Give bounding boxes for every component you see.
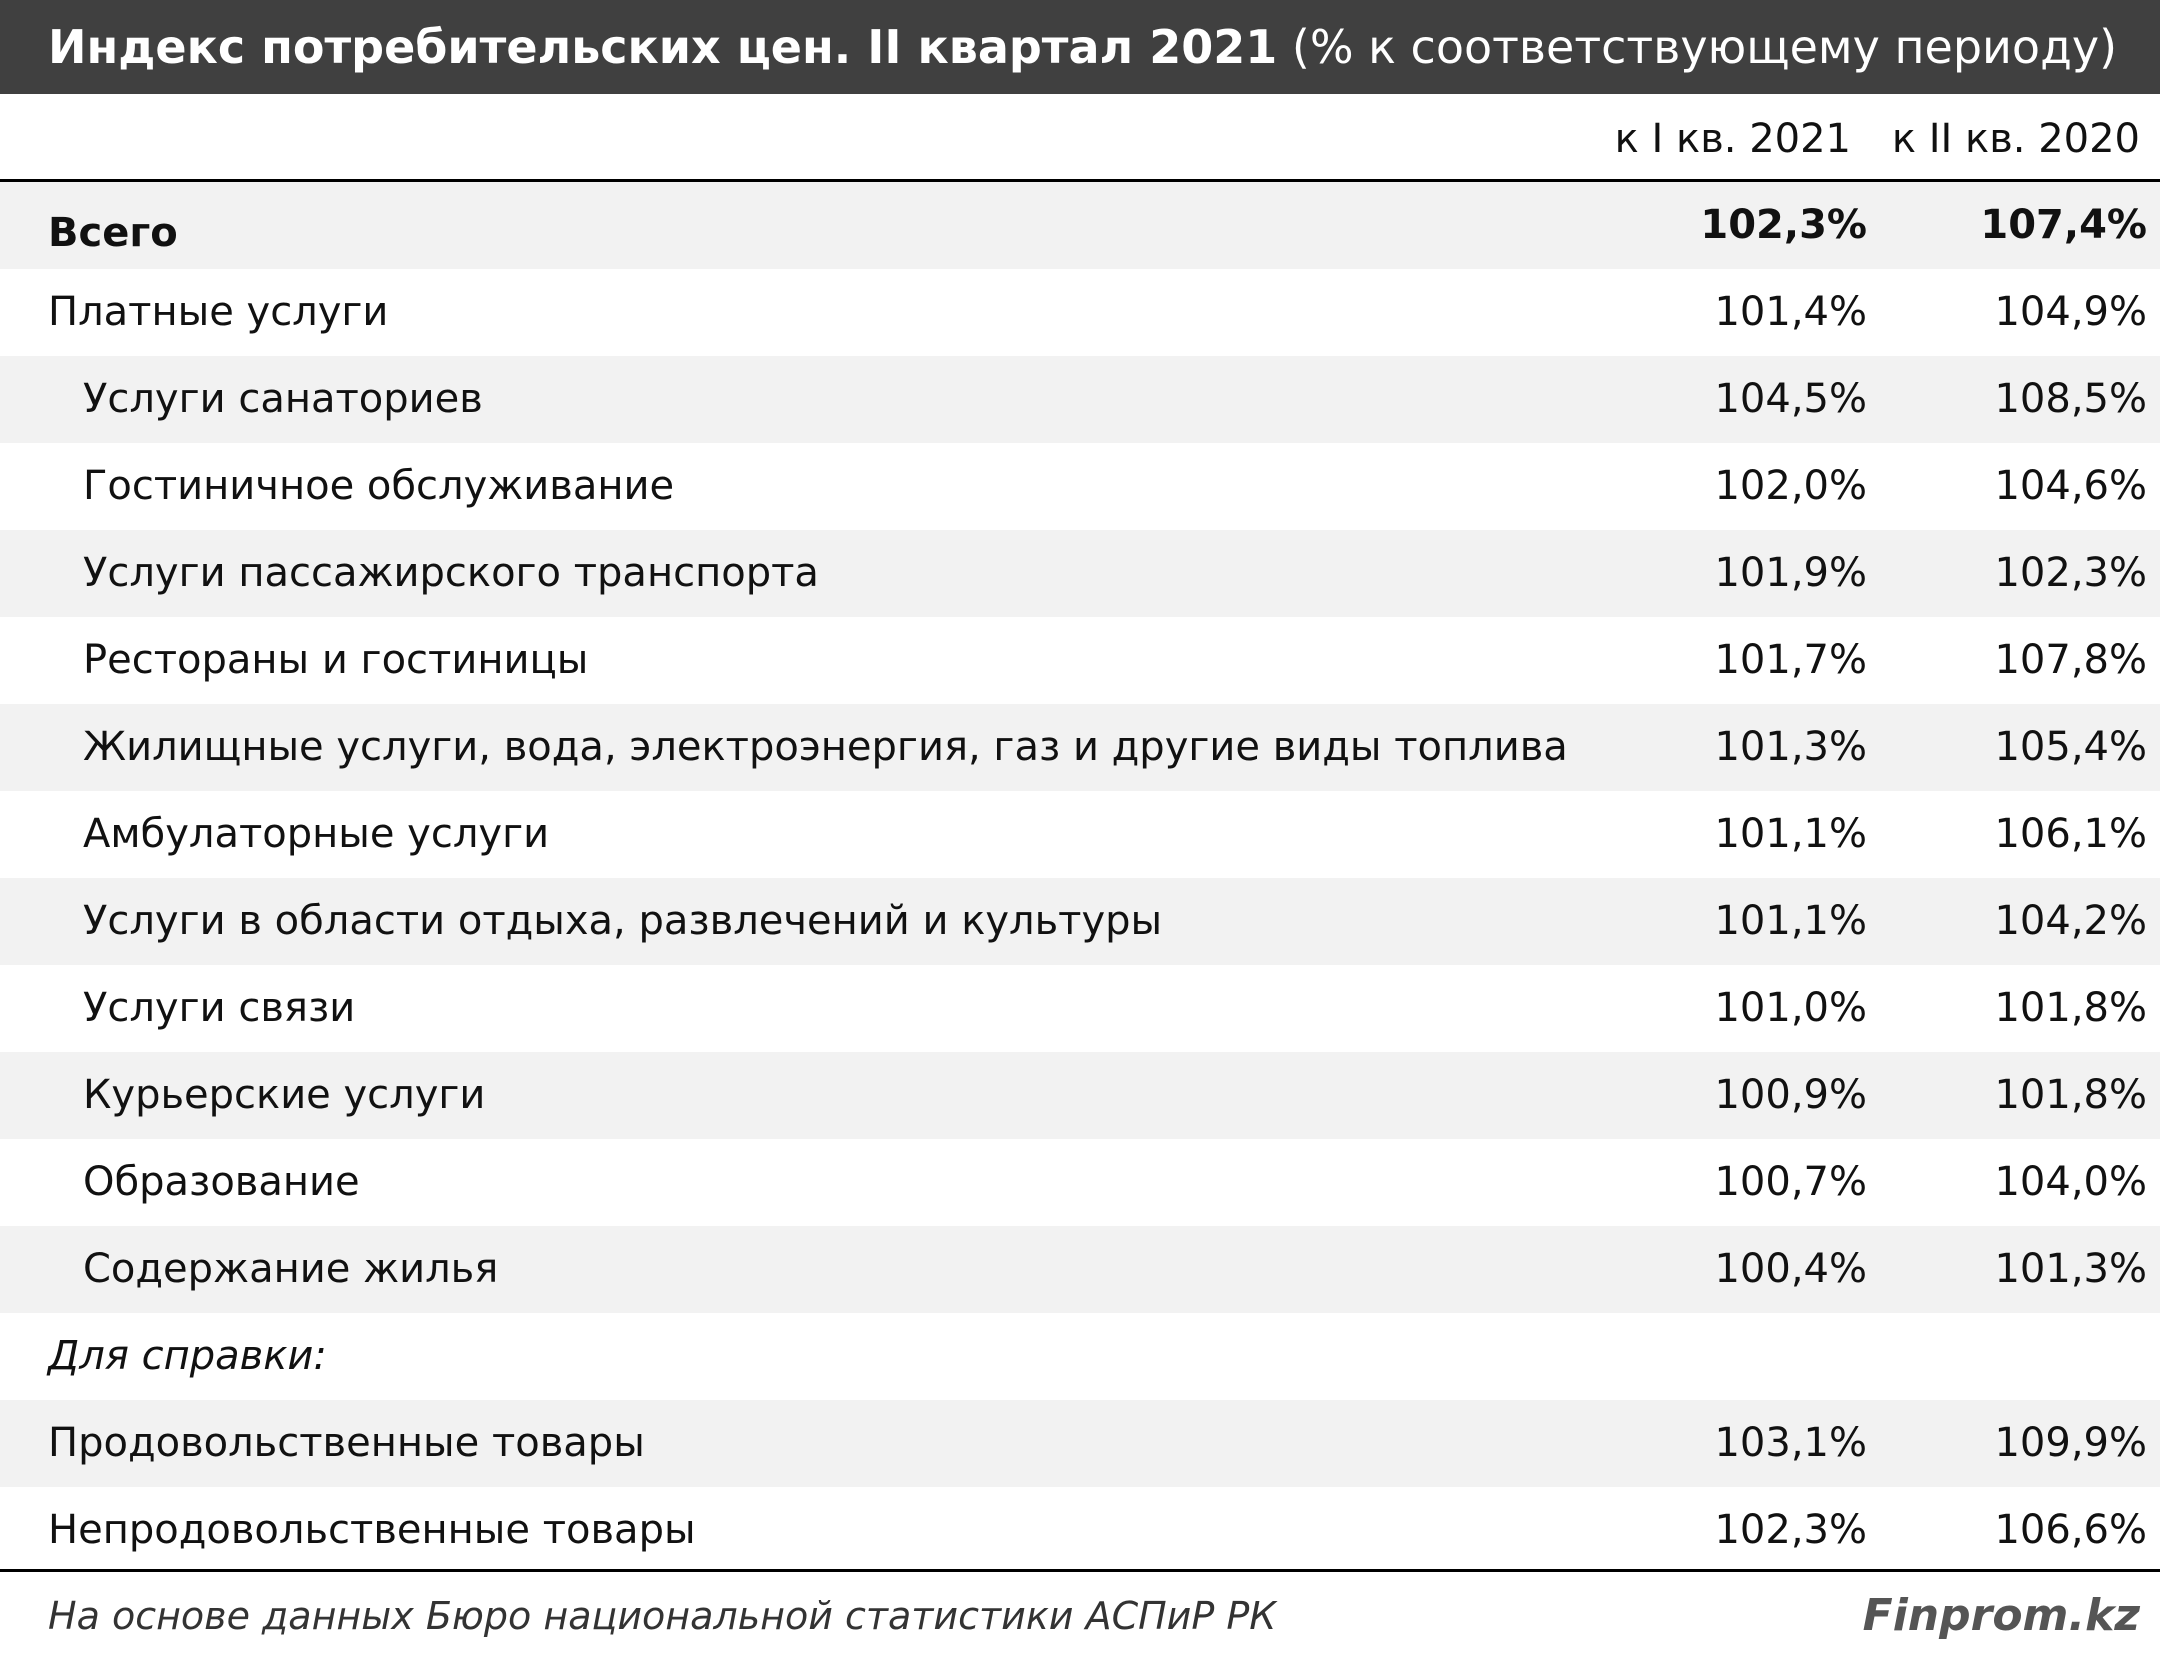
cell-value: 108,5% — [1994, 376, 2147, 422]
row-label: Продовольственные товары — [48, 1420, 645, 1466]
source: На основе данных Бюро национальной стати… — [48, 1594, 1277, 1638]
table-row: Услуги санаториев 104,5% 108,5% — [0, 356, 2160, 443]
cell-value: 101,8% — [1994, 1072, 2147, 1118]
row-label: Для справки: — [48, 1333, 327, 1379]
table-row: Гостиничное обслуживание 102,0% 104,6% — [0, 443, 2160, 530]
cell-value: 106,1% — [1994, 811, 2147, 857]
subtitle: (% к соответствующему периоду) — [1291, 20, 2118, 74]
table-row: Образование 100,7% 104,0% — [0, 1139, 2160, 1226]
cell-value: 104,6% — [1994, 463, 2147, 509]
cell-value: 101,4% — [1714, 289, 1867, 335]
column-header: к I кв. 2021 к II кв. 2020 — [0, 94, 2160, 182]
cell-value: 100,9% — [1714, 1072, 1867, 1118]
table-row: Услуги в области отдыха, развлечений и к… — [0, 878, 2160, 965]
table-row: Продовольственные товары 103,1% 109,9% — [0, 1400, 2160, 1487]
table-row: Рестораны и гостиницы 101,7% 107,8% — [0, 617, 2160, 704]
cell-value: 101,1% — [1714, 898, 1867, 944]
cell-value: 100,4% — [1714, 1246, 1867, 1292]
cell-value: 104,2% — [1994, 898, 2147, 944]
row-label: Платные услуги — [48, 289, 389, 335]
row-label: Услуги пассажирского транспорта — [83, 550, 819, 596]
cell-value: 104,5% — [1714, 376, 1867, 422]
title-bar: Индекс потребительских цен. II квартал 2… — [0, 0, 2160, 94]
table-row: Курьерские услуги 100,9% 101,8% — [0, 1052, 2160, 1139]
table-row: Содержание жилья 100,4% 101,3% — [0, 1226, 2160, 1313]
cell-value: 107,8% — [1994, 637, 2147, 683]
cell-value: 101,8% — [1994, 985, 2147, 1031]
cell-value: 101,3% — [1994, 1246, 2147, 1292]
table-row: Жилищные услуги, вода, электроэнергия, г… — [0, 704, 2160, 791]
row-label: Гостиничное обслуживание — [83, 463, 675, 509]
row-label: Амбулаторные услуги — [83, 811, 550, 857]
row-label: Услуги санаториев — [83, 376, 483, 422]
title: Индекс потребительских цен. II квартал 2… — [48, 20, 1278, 74]
footer: На основе данных Бюро национальной стати… — [0, 1569, 2160, 1659]
table-row: Для справки: — [0, 1313, 2160, 1400]
column-label: к II кв. 2020 — [1891, 116, 2140, 162]
row-label: Жилищные услуги, вода, электроэнергия, г… — [83, 724, 1568, 770]
cell-value: 102,3% — [1714, 1507, 1867, 1553]
cell-value: 109,9% — [1994, 1420, 2147, 1466]
cell-value: 101,0% — [1714, 985, 1867, 1031]
cell-value: 104,9% — [1994, 289, 2147, 335]
table-row: Услуги пассажирского транспорта 101,9% 102… — [0, 530, 2160, 617]
cell-value: 102,3% — [1994, 550, 2147, 596]
row-label: Услуги в области отдыха, развлечений и к… — [83, 898, 1163, 944]
cell-value: 101,3% — [1714, 724, 1867, 770]
cell-value: 102,3% — [1700, 202, 1867, 248]
row-label: Образование — [83, 1159, 360, 1205]
table-row: Платные услуги 101,4% 104,9% — [0, 269, 2160, 356]
cell-value: 105,4% — [1994, 724, 2147, 770]
cell-value: 101,9% — [1714, 550, 1867, 596]
table-row: Всего 102,3% 107,4% — [0, 182, 2160, 269]
row-label: Непродовольственные товары — [48, 1507, 696, 1553]
cell-value: 107,4% — [1980, 202, 2147, 248]
row-label: Всего — [48, 210, 178, 256]
cell-value: 101,7% — [1714, 637, 1867, 683]
cell-value: 101,1% — [1714, 811, 1867, 857]
row-label: Содержание жилья — [83, 1246, 499, 1292]
row-label: Курьерские услуги — [83, 1072, 486, 1118]
cell-value: 102,0% — [1714, 463, 1867, 509]
cell-value: 100,7% — [1714, 1159, 1867, 1205]
brand: Finprom.kz — [1862, 1590, 2140, 1641]
table-row: Амбулаторные услуги 101,1% 106,1% — [0, 791, 2160, 878]
row-label: Услуги связи — [83, 985, 356, 1031]
cell-value: 104,0% — [1994, 1159, 2147, 1205]
table-row: Непродовольственные товары 102,3% 106,6% — [0, 1487, 2160, 1574]
column-label: к I кв. 2021 — [1614, 116, 1851, 162]
cell-value: 106,6% — [1994, 1507, 2147, 1553]
row-label: Рестораны и гостиницы — [83, 637, 589, 683]
cell-value: 103,1% — [1714, 1420, 1867, 1466]
table-row: Услуги связи 101,0% 101,8% — [0, 965, 2160, 1052]
